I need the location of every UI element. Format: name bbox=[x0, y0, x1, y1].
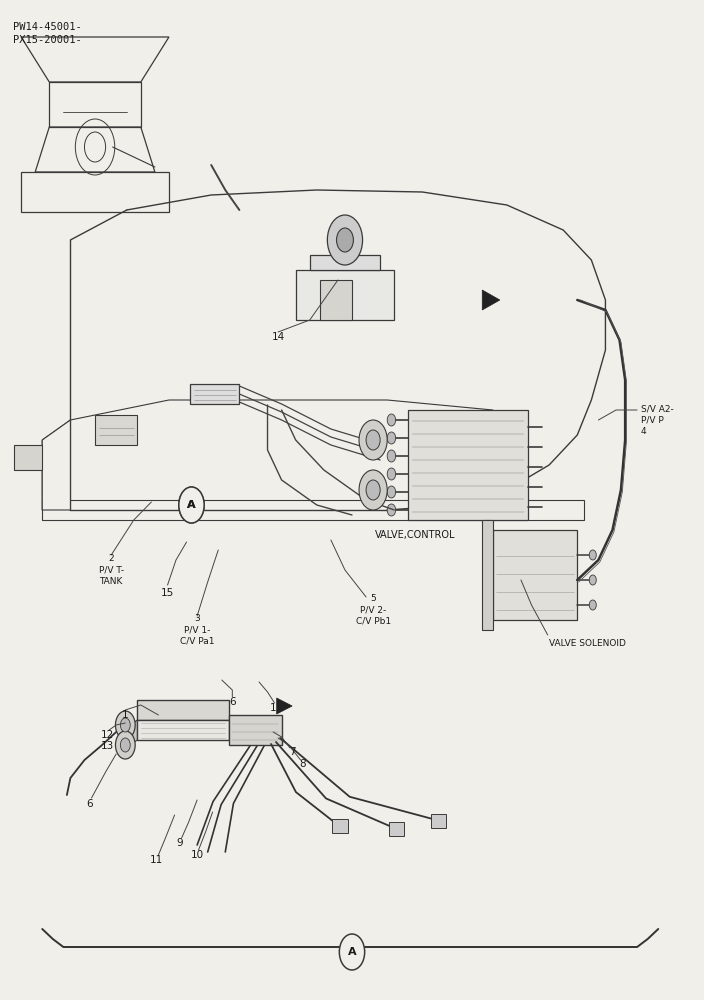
Text: 15: 15 bbox=[161, 588, 174, 598]
Text: 9: 9 bbox=[176, 838, 183, 848]
Polygon shape bbox=[42, 500, 584, 520]
Circle shape bbox=[327, 215, 363, 265]
Polygon shape bbox=[229, 715, 282, 745]
Text: 2
P/V T-
TANK: 2 P/V T- TANK bbox=[99, 554, 124, 586]
Polygon shape bbox=[137, 720, 229, 740]
Text: 5
P/V 2-
C/V Pb1: 5 P/V 2- C/V Pb1 bbox=[356, 594, 391, 626]
Polygon shape bbox=[277, 698, 292, 714]
Text: PW14-45001-
PX15-20001-: PW14-45001- PX15-20001- bbox=[13, 22, 82, 45]
Circle shape bbox=[366, 480, 380, 500]
Polygon shape bbox=[408, 410, 528, 520]
Bar bbox=[320, 280, 352, 320]
Circle shape bbox=[387, 504, 396, 516]
Polygon shape bbox=[482, 520, 493, 630]
Bar bbox=[389, 822, 404, 836]
Bar bbox=[431, 814, 446, 828]
Text: 3
P/V 1-
C/V Pa1: 3 P/V 1- C/V Pa1 bbox=[180, 614, 215, 646]
Circle shape bbox=[387, 468, 396, 480]
Text: 14: 14 bbox=[272, 332, 284, 342]
Circle shape bbox=[120, 718, 130, 732]
Circle shape bbox=[337, 228, 353, 252]
Polygon shape bbox=[296, 270, 394, 320]
Circle shape bbox=[589, 600, 596, 610]
Circle shape bbox=[359, 420, 387, 460]
Circle shape bbox=[359, 470, 387, 510]
Polygon shape bbox=[137, 700, 229, 720]
Text: VALVE SOLENOID: VALVE SOLENOID bbox=[549, 639, 626, 648]
Text: A: A bbox=[348, 947, 356, 957]
Text: 10: 10 bbox=[191, 850, 203, 860]
Circle shape bbox=[115, 711, 135, 739]
Circle shape bbox=[339, 934, 365, 970]
Circle shape bbox=[387, 450, 396, 462]
Text: A: A bbox=[187, 500, 196, 510]
Polygon shape bbox=[42, 420, 70, 510]
Text: 13: 13 bbox=[101, 741, 113, 751]
Circle shape bbox=[179, 487, 204, 523]
Circle shape bbox=[387, 486, 396, 498]
Bar bbox=[95, 415, 137, 445]
Polygon shape bbox=[493, 530, 577, 620]
Circle shape bbox=[179, 487, 204, 523]
Polygon shape bbox=[310, 255, 380, 270]
Polygon shape bbox=[190, 384, 239, 404]
Circle shape bbox=[387, 414, 396, 426]
Bar bbox=[332, 819, 348, 833]
Circle shape bbox=[589, 575, 596, 585]
Circle shape bbox=[366, 430, 380, 450]
Circle shape bbox=[115, 731, 135, 759]
Polygon shape bbox=[14, 445, 42, 470]
Polygon shape bbox=[127, 720, 137, 748]
Text: VALVE,CONTROL: VALVE,CONTROL bbox=[375, 530, 455, 540]
Circle shape bbox=[589, 550, 596, 560]
Text: 11: 11 bbox=[150, 855, 163, 865]
Text: 12: 12 bbox=[101, 730, 113, 740]
Text: 7: 7 bbox=[289, 747, 296, 757]
Polygon shape bbox=[482, 290, 500, 310]
Text: 6: 6 bbox=[86, 799, 93, 809]
Text: 6: 6 bbox=[229, 697, 236, 707]
Text: A: A bbox=[187, 500, 196, 510]
Text: 11: 11 bbox=[270, 703, 283, 713]
Text: 8: 8 bbox=[299, 759, 306, 769]
Circle shape bbox=[120, 738, 130, 752]
Circle shape bbox=[387, 432, 396, 444]
Text: 1: 1 bbox=[122, 710, 129, 720]
Text: S/V A2-
P/V P
4: S/V A2- P/V P 4 bbox=[641, 404, 674, 436]
